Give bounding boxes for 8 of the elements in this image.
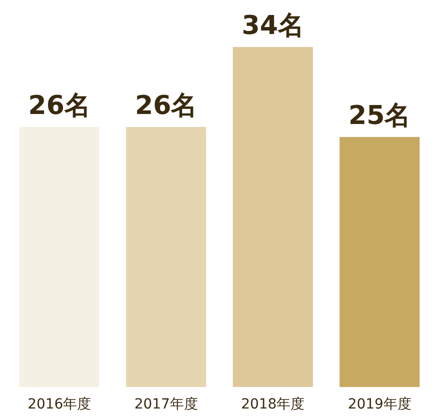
data-label: 25名 <box>348 101 411 131</box>
data-label: 26名 <box>28 91 90 121</box>
x-tick-label: 2018年度 <box>241 396 305 412</box>
x-tick-label: 2016年度 <box>28 396 92 412</box>
data-label: 26名 <box>135 91 198 121</box>
data-label: 34名 <box>242 11 304 41</box>
x-tick-label: 2017年度 <box>134 396 198 412</box>
x-tick-label: 2019年度 <box>348 396 412 412</box>
